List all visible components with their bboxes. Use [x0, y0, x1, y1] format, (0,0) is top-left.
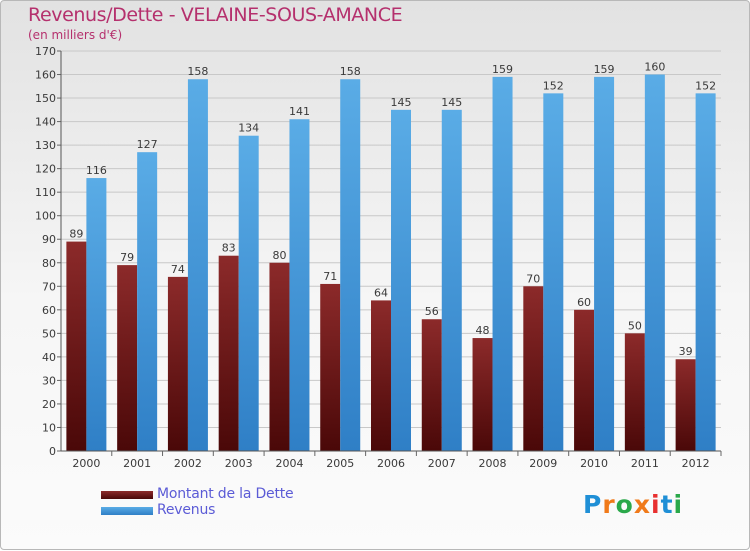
bar-dette-2012	[675, 359, 696, 451]
y-tick-label: 70	[42, 280, 56, 293]
data-label-revenus-2004: 141	[289, 105, 310, 118]
bar-dette-2003	[218, 255, 239, 451]
x-tick-label-2011: 2011	[631, 457, 659, 470]
bar-dette-2004	[269, 262, 290, 451]
data-label-dette-2000: 89	[69, 228, 83, 241]
x-tick-label-2004: 2004	[275, 457, 303, 470]
data-label-dette-2011: 50	[628, 319, 642, 332]
data-label-dette-2003: 83	[222, 242, 236, 255]
y-tick-label: 160	[35, 69, 56, 82]
bar-revenus-2001	[137, 152, 158, 452]
bar-dette-2000	[66, 241, 87, 451]
logo-letter: i	[673, 490, 684, 519]
y-tick-label: 50	[42, 327, 56, 340]
bar-revenus-2000	[86, 178, 107, 451]
bar-dette-2005	[320, 283, 341, 451]
y-tick-label: 60	[42, 304, 56, 317]
x-tick-label-2006: 2006	[377, 457, 405, 470]
data-label-revenus-2008: 159	[492, 63, 513, 76]
y-tick-label: 150	[35, 92, 56, 105]
y-tick-label: 40	[42, 351, 56, 364]
bar-revenus-2006	[391, 109, 411, 451]
y-tick-label: 120	[35, 163, 56, 176]
data-label-revenus-2003: 134	[238, 122, 259, 135]
y-tick-label: 130	[35, 139, 56, 152]
x-tick-label-2010: 2010	[580, 457, 608, 470]
bar-dette-2007	[421, 319, 442, 451]
y-tick-label: 170	[35, 45, 56, 58]
data-label-revenus-2005: 158	[340, 65, 361, 78]
y-tick-label: 110	[35, 186, 56, 199]
x-tick-label-2000: 2000	[72, 457, 100, 470]
proxiti-logo: Proxiti	[583, 490, 683, 519]
y-tick-label: 140	[35, 116, 56, 129]
legend-swatch-revenus	[101, 507, 153, 515]
legend-swatch-dette	[101, 491, 153, 499]
bar-dette-2002	[167, 276, 188, 451]
bar-dette-2009	[523, 286, 544, 451]
data-label-dette-2008: 48	[476, 324, 490, 337]
bar-revenus-2010	[594, 76, 615, 451]
data-label-dette-2010: 60	[577, 296, 591, 309]
x-tick-label-2001: 2001	[123, 457, 151, 470]
x-tick-label-2005: 2005	[326, 457, 354, 470]
data-label-revenus-2011: 160	[644, 61, 665, 74]
data-label-dette-2002: 74	[171, 263, 185, 276]
bar-revenus-2005	[340, 79, 361, 451]
y-tick-label: 100	[35, 210, 56, 223]
bar-dette-2008	[472, 338, 493, 451]
y-tick-label: 80	[42, 257, 56, 270]
data-label-revenus-2000: 116	[86, 164, 107, 177]
data-label-dette-2005: 71	[323, 270, 337, 283]
logo-letter: o	[615, 490, 634, 519]
data-label-dette-2006: 64	[374, 286, 388, 299]
chart-subtitle: (en milliers d'€)	[28, 28, 123, 42]
logo-letter: x	[633, 490, 651, 519]
legend-label-revenus: Revenus	[157, 502, 216, 518]
data-label-dette-2009: 70	[526, 272, 540, 285]
x-tick-label-2002: 2002	[174, 457, 202, 470]
legend-label-dette: Montant de la Dette	[157, 486, 294, 502]
logo-letter: i	[651, 490, 661, 519]
bar-dette-2001	[117, 265, 138, 451]
y-tick-label: 0	[49, 445, 56, 458]
bar-revenus-2009	[543, 93, 564, 452]
data-label-revenus-2006: 145	[391, 96, 412, 109]
x-tick-label-2008: 2008	[479, 457, 507, 470]
chart-title: Revenus/Dette - VELAINE-SOUS-AMANCE	[28, 4, 403, 26]
bar-dette-2006	[371, 300, 391, 451]
x-tick-label-2003: 2003	[225, 457, 253, 470]
y-tick-label: 10	[42, 421, 56, 434]
x-tick-label-2012: 2012	[682, 457, 710, 470]
logo-letter: r	[602, 490, 616, 519]
bar-revenus-2003	[238, 135, 259, 452]
x-tick-label-2009: 2009	[529, 457, 557, 470]
data-label-revenus-2009: 152	[543, 79, 564, 92]
bar-revenus-2007	[441, 109, 462, 451]
y-tick-label: 30	[42, 374, 56, 387]
data-label-revenus-2001: 127	[137, 138, 158, 151]
bar-revenus-2012	[695, 93, 716, 452]
y-tick-label: 90	[42, 233, 56, 246]
data-label-revenus-2012: 152	[695, 79, 716, 92]
bar-revenus-2011	[644, 74, 665, 451]
data-label-dette-2001: 79	[120, 251, 134, 264]
bar-revenus-2002	[187, 79, 208, 451]
logo-letter: t	[660, 490, 674, 519]
data-label-dette-2004: 80	[272, 249, 286, 262]
bar-dette-2011	[624, 333, 645, 451]
data-label-revenus-2007: 145	[441, 96, 462, 109]
data-label-dette-2012: 39	[679, 345, 693, 358]
data-label-revenus-2010: 159	[594, 63, 615, 76]
bar-revenus-2008	[492, 76, 513, 451]
x-tick-label-2007: 2007	[428, 457, 456, 470]
y-tick-label: 20	[42, 398, 56, 411]
data-label-dette-2007: 56	[425, 305, 439, 318]
bar-dette-2010	[574, 309, 595, 451]
bar-revenus-2004	[289, 119, 310, 451]
data-label-revenus-2002: 158	[187, 65, 208, 78]
logo-letter: P	[583, 490, 603, 519]
